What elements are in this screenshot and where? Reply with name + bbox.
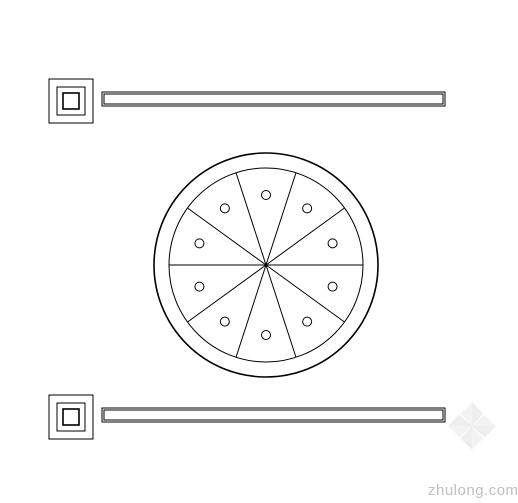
watermark-text: zhulong.com (428, 482, 518, 499)
watermark-logo (446, 400, 498, 452)
diagram-canvas (0, 0, 518, 503)
